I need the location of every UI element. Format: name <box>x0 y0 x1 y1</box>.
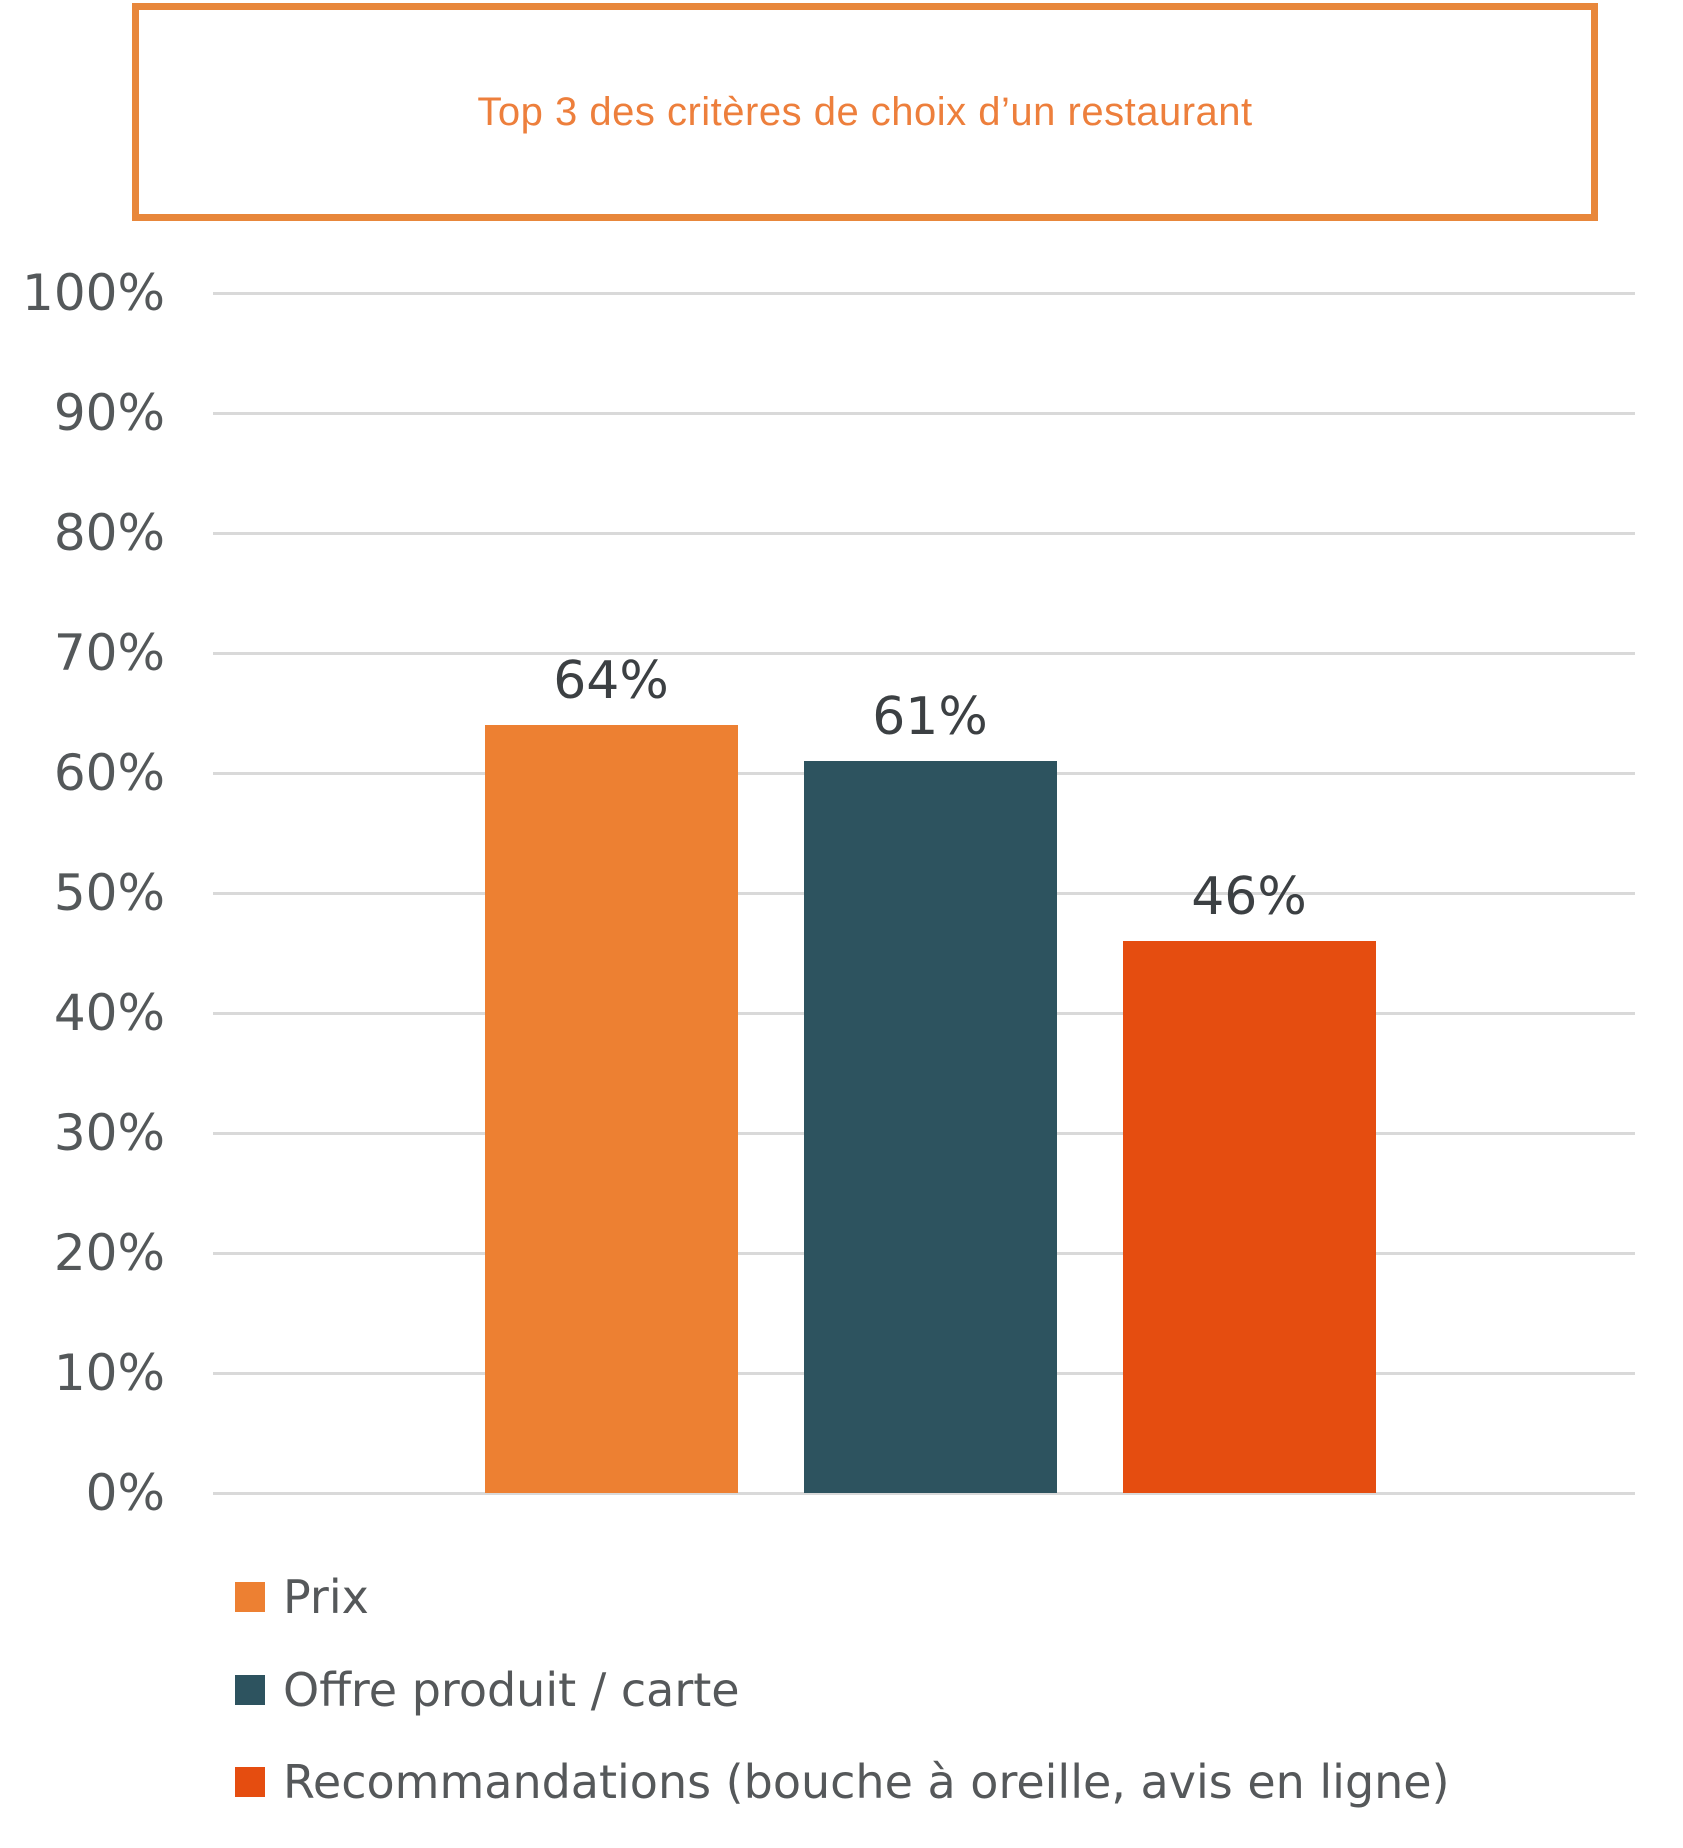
y-axis-tick-10%: 10% <box>53 1344 165 1402</box>
legend-item-label: Offre produit / carte <box>283 1663 740 1717</box>
y-axis-tick-80%: 80% <box>53 504 165 562</box>
legend-item: Offre produit / carte <box>235 1662 740 1718</box>
chart-title-box: Top 3 des critères de choix d’un restaur… <box>132 3 1598 221</box>
chart-title: Top 3 des critères de choix d’un restaur… <box>477 89 1253 134</box>
bar-value-label: 61% <box>872 687 988 747</box>
gridline-80% <box>213 532 1635 535</box>
legend-item-label: Prix <box>283 1570 369 1624</box>
bar-value-label: 64% <box>553 651 669 711</box>
y-axis-tick-40%: 40% <box>53 984 165 1042</box>
y-axis-tick-30%: 30% <box>53 1104 165 1162</box>
y-axis-tick-100%: 100% <box>22 264 165 322</box>
gridline-90% <box>213 412 1635 415</box>
gridline-0% <box>213 1492 1635 1495</box>
bar-value-label: 46% <box>1191 867 1307 927</box>
bar-Recommandations (bouche à oreille, avis en ligne) <box>1122 941 1376 1493</box>
y-axis-tick-50%: 50% <box>53 864 165 922</box>
legend-item: Recommandations (bouche à oreille, avis … <box>235 1754 1450 1810</box>
legend-swatch-icon <box>235 1675 265 1705</box>
bar-Offre produit / carte <box>803 761 1057 1493</box>
y-axis-tick-70%: 70% <box>53 624 165 682</box>
bar-Prix <box>484 725 738 1493</box>
legend-swatch-icon <box>235 1767 265 1797</box>
y-axis-tick-20%: 20% <box>53 1224 165 1282</box>
legend-item-label: Recommandations (bouche à oreille, avis … <box>283 1755 1450 1809</box>
y-axis-tick-0%: 0% <box>85 1464 165 1522</box>
y-axis-tick-90%: 90% <box>53 384 165 442</box>
gridline-70% <box>213 652 1635 655</box>
y-axis-tick-60%: 60% <box>53 744 165 802</box>
gridline-100% <box>213 292 1635 295</box>
legend-item: Prix <box>235 1569 369 1625</box>
legend-swatch-icon <box>235 1582 265 1612</box>
